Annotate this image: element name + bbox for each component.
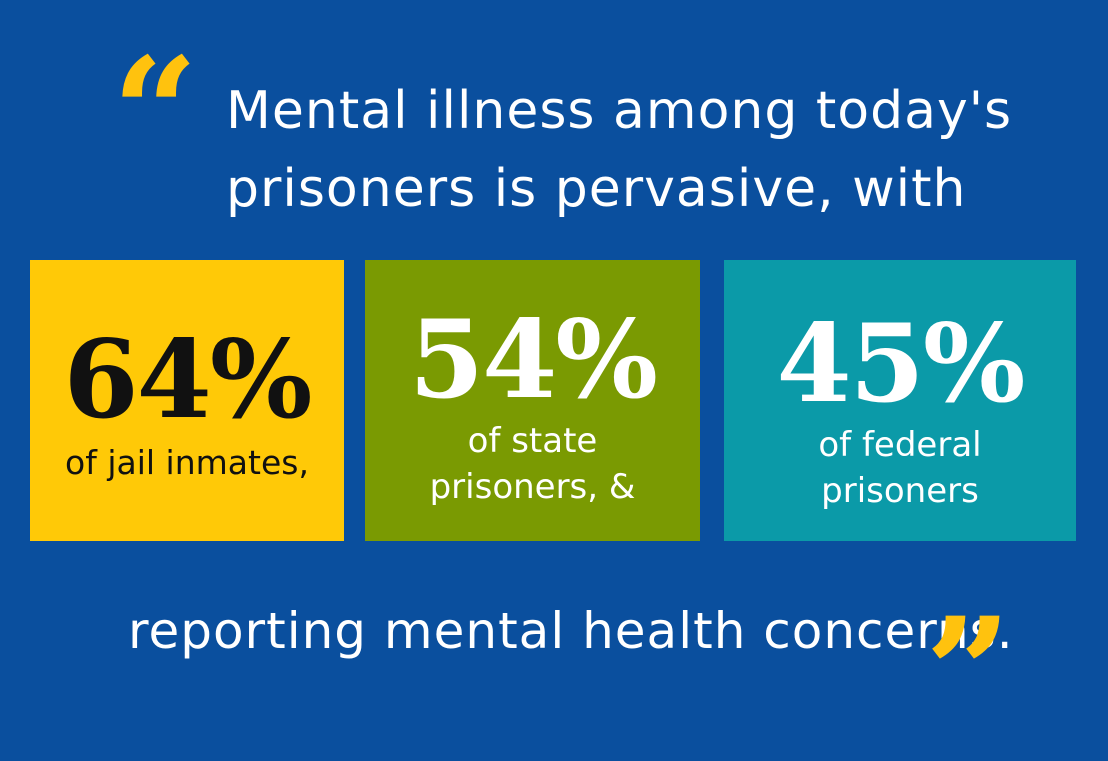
close-quote-icon: ” xyxy=(925,585,1011,761)
stat-box-state: 54% of state prisoners, & xyxy=(365,260,700,541)
stat-value-federal: 45% xyxy=(776,301,1026,427)
stat-label-federal: of federal prisoners xyxy=(818,425,982,511)
stat-label-state: of state prisoners, & xyxy=(429,421,636,507)
stat-box-jail: 64% of jail inmates, xyxy=(30,260,344,541)
footer-text: reporting mental health concerns. xyxy=(128,602,1014,660)
stat-box-federal: 45% of federal prisoners xyxy=(724,260,1076,541)
headline-line-2: prisoners is pervasive, with xyxy=(226,159,967,219)
open-quote-icon: “ xyxy=(112,25,198,201)
stat-value-jail: 64% xyxy=(63,317,313,443)
headline-line-1: Mental illness among today's xyxy=(226,81,1013,141)
headline: Mental illness among today's prisoners i… xyxy=(226,72,1013,228)
stat-label-jail: of jail inmates, xyxy=(65,443,309,482)
infographic-canvas: “ Mental illness among today's prisoners… xyxy=(30,25,1076,748)
stat-value-state: 54% xyxy=(409,297,658,423)
